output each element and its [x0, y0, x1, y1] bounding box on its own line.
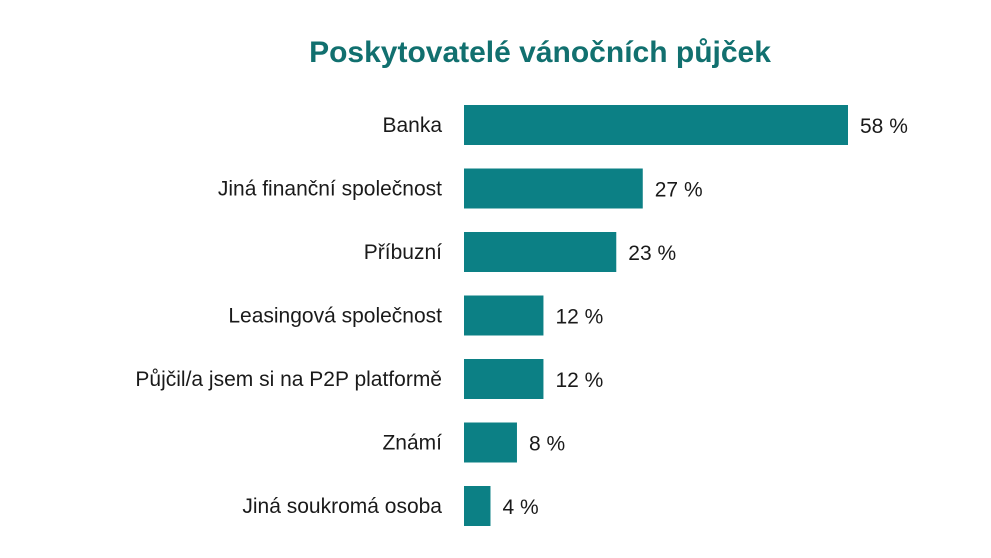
- bar: [464, 168, 643, 209]
- value-label: 4 %: [502, 496, 538, 519]
- value-label: 8 %: [529, 433, 565, 456]
- category-label: Známí: [382, 432, 442, 455]
- chart-title: Poskytovatelé vánočních půjček: [309, 36, 771, 69]
- category-label: Půjčil/a jsem si na P2P platformě: [135, 368, 442, 391]
- value-label: 27 %: [655, 179, 703, 202]
- value-label: 58 %: [860, 115, 908, 138]
- bar: [464, 359, 544, 399]
- bar: [464, 295, 544, 336]
- bar: [464, 422, 517, 463]
- category-label: Jiná finanční společnost: [218, 178, 442, 201]
- value-label: 12 %: [555, 306, 603, 329]
- value-label: 12 %: [555, 369, 603, 392]
- category-label: Banka: [382, 114, 442, 137]
- category-label: Jiná soukromá osoba: [242, 495, 442, 518]
- category-label: Leasingová společnost: [228, 305, 442, 328]
- bars-group: Banka 58 % Jiná finanční společnost 27 % Pří…: [135, 105, 908, 526]
- bar: [464, 105, 848, 145]
- bar: [464, 486, 491, 526]
- value-label: 23 %: [628, 242, 676, 265]
- bar: [464, 232, 617, 272]
- category-label: Příbuzní: [364, 241, 442, 264]
